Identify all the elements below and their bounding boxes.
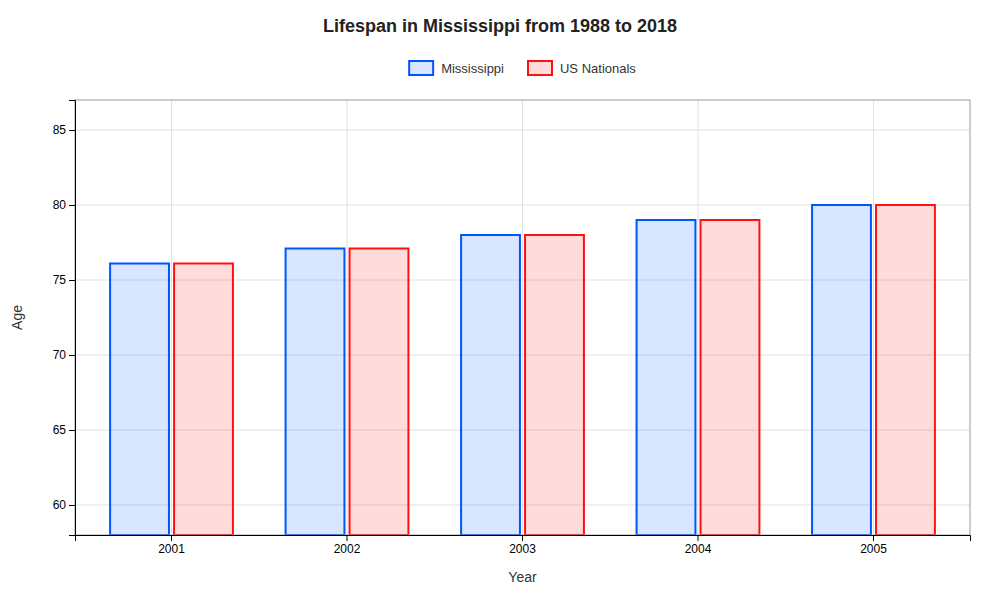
axis-line (69, 101, 76, 536)
tick: 2003 (509, 535, 536, 556)
bar (876, 205, 935, 535)
bar (461, 235, 520, 535)
grid-line (347, 100, 348, 535)
x-axis: 2001 2002 2003 2004 2005 (76, 535, 971, 556)
grid-line (171, 100, 172, 535)
tick-mark (69, 280, 75, 281)
tick-mark (697, 535, 698, 541)
axis-line (76, 536, 971, 542)
tick-label: 65 (53, 423, 67, 437)
tick-label: 60 (53, 498, 67, 512)
y-axis: 60 65 70 75 80 85 (53, 101, 76, 536)
tick-mark (873, 535, 874, 541)
tick-mark (171, 535, 172, 541)
plot-frame (75, 100, 970, 535)
bar (525, 235, 584, 535)
legend-label: Mississippi (441, 61, 504, 76)
bar-series (110, 205, 871, 535)
legend-swatch (409, 61, 433, 75)
bars (110, 205, 935, 535)
bar-series (174, 205, 935, 535)
tick-label: 2003 (509, 542, 536, 556)
tick-mark (69, 205, 75, 206)
tick-mark (69, 355, 75, 356)
tick-label: 2001 (158, 542, 185, 556)
tick-label: 85 (53, 123, 67, 137)
legend: Mississippi US Nationals (409, 61, 636, 76)
tick: 70 (53, 348, 75, 362)
title: Lifespan in Mississippi from 1988 to 201… (323, 16, 677, 36)
tick-label: 2004 (685, 542, 712, 556)
tick: 2004 (685, 535, 712, 556)
tick-mark (69, 130, 75, 131)
x-axis-title: Year (508, 569, 537, 585)
tick-label: 2002 (334, 542, 361, 556)
legend-item: Mississippi (409, 61, 504, 76)
bar (637, 220, 696, 535)
tick-label: 75 (53, 273, 67, 287)
tick: 75 (53, 273, 75, 287)
bar (110, 264, 169, 536)
tick: 2002 (334, 535, 361, 556)
legend-label: US Nationals (560, 61, 636, 76)
bar (812, 205, 871, 535)
tick-label: 2005 (860, 542, 887, 556)
tick: 2005 (860, 535, 887, 556)
tick-label: 70 (53, 348, 67, 362)
grid-line (697, 100, 698, 535)
bar (350, 249, 409, 536)
grid (75, 100, 970, 535)
legend-swatch (528, 61, 552, 75)
tick-mark (69, 430, 75, 431)
bar (701, 220, 760, 535)
bar (174, 264, 233, 536)
plot-area: 60 65 70 75 80 85 2001 2002 2003 2004 2005 (53, 100, 971, 556)
tick: 80 (53, 198, 75, 212)
chart: 60 65 70 75 80 85 2001 2002 2003 2004 2005 Year Age L… (0, 0, 1000, 600)
tick: 65 (53, 423, 75, 437)
tick: 85 (53, 123, 75, 137)
tick-mark (69, 505, 75, 506)
bar (286, 249, 345, 536)
grid-line (873, 100, 874, 535)
tick: 2001 (158, 535, 185, 556)
grid-line (522, 100, 523, 535)
tick-mark (522, 535, 523, 541)
legend-item: US Nationals (528, 61, 636, 76)
y-axis-title: Age (9, 305, 25, 330)
tick-label: 80 (53, 198, 67, 212)
tick: 60 (53, 498, 75, 512)
tick-mark (347, 535, 348, 541)
